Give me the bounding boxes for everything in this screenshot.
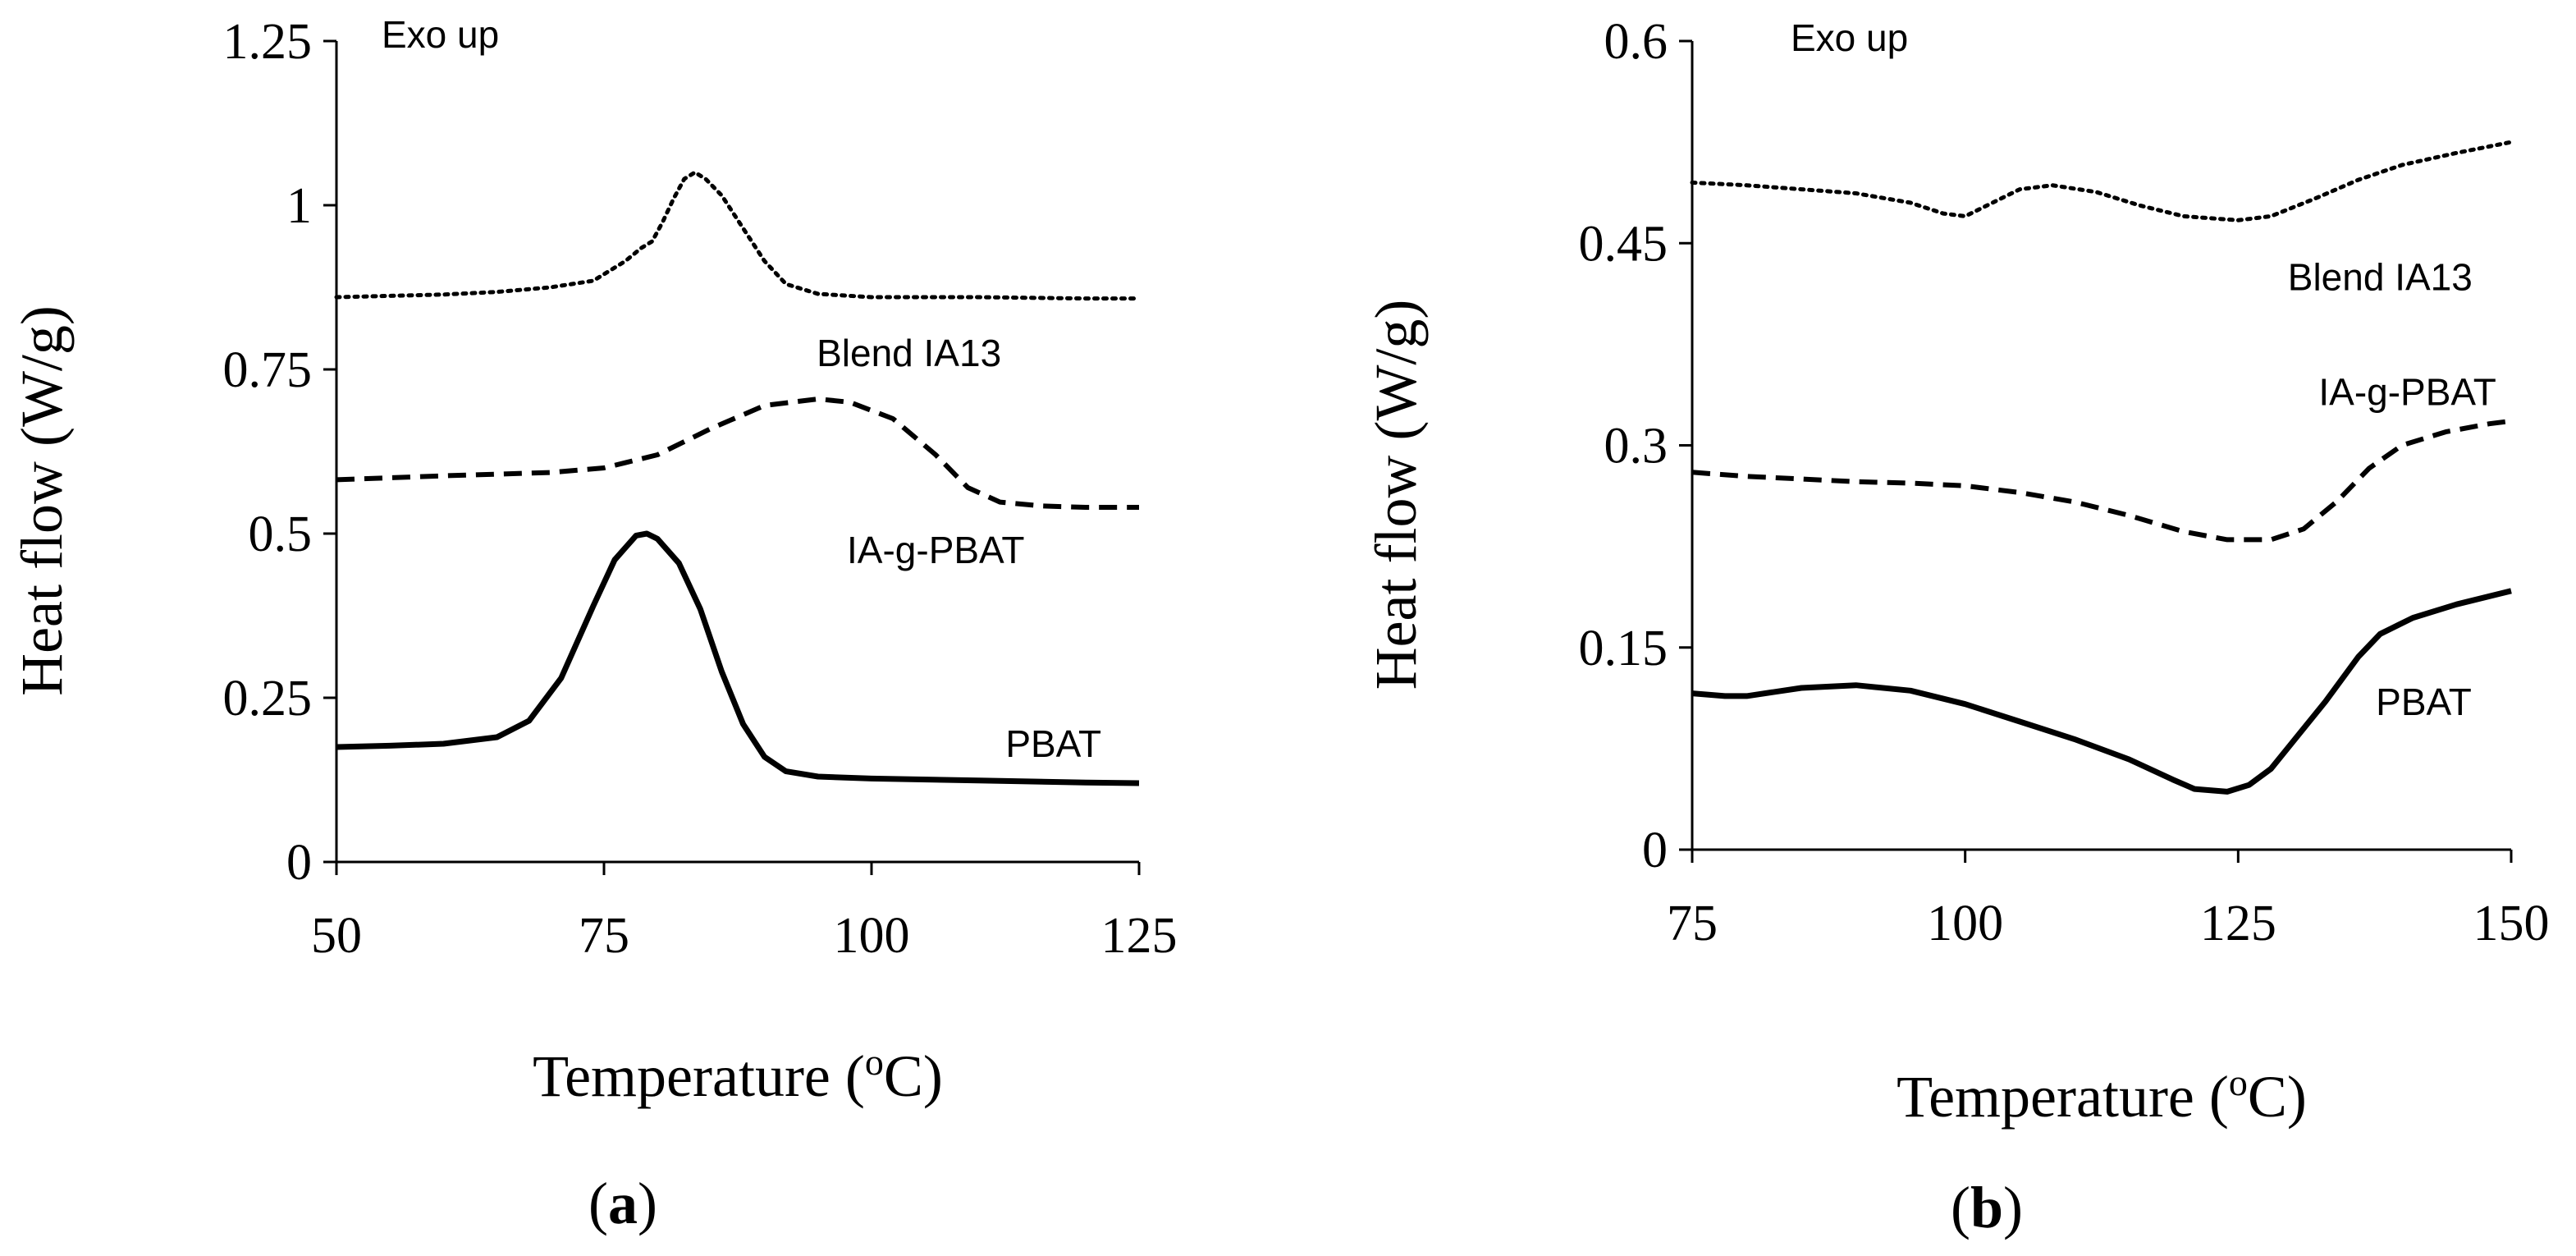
panel-b-series-label-blend-ia13: Blend IA13 <box>2288 256 2473 299</box>
panel-b-chart: 0 0.15 0.3 0.45 0.6 75 100 125 150 Heat flow (W/g… <box>1363 14 2550 1240</box>
panel-b-x-tick-label: 100 <box>1927 896 2003 951</box>
panel-a-series-line-pbat <box>336 530 1140 786</box>
panel-a-label: (a) <box>588 1171 657 1236</box>
panel-b-y-tick-label: 0.45 <box>1579 216 1668 272</box>
panel-b-y-tick-label: 0.3 <box>1604 419 1668 474</box>
panel-a-y-tick-label: 0.25 <box>223 671 313 727</box>
panel-b-x-tick-label: 75 <box>1667 896 1718 951</box>
panel-a-chart: 0 0.25 0.5 0.75 1 1.25 50 75 100 125 Heat flow (W/… <box>9 13 1178 1236</box>
panel-b-y-tick-label: 0.6 <box>1604 14 1668 70</box>
panel-a-series-line-ia-g-pbat <box>336 397 1139 510</box>
panel-a-exo-up-annotation: Exo up <box>382 13 499 56</box>
panel-a-y-tick-label: 1 <box>286 178 312 234</box>
panel-a-series-label-ia-g-pbat: IA-g-PBAT <box>847 529 1024 571</box>
panel-b-x-tick-label: 150 <box>2473 896 2550 951</box>
panel-b-series-line-blend-ia13 <box>1690 140 2514 222</box>
panel-b-x-axis-title: Temperature (oC) <box>1897 1061 2307 1130</box>
panel-b-series-label-ia-g-pbat: IA-g-PBAT <box>2318 370 2496 413</box>
panel-a-series-line-blend-ia13 <box>334 170 1142 301</box>
panel-a-y-tick-label: 0.5 <box>249 507 313 562</box>
panel-a-x-tick-label: 125 <box>1101 908 1178 964</box>
panel-b-series-line-pbat <box>1691 588 2512 795</box>
panel-b-series-label-pbat: PBAT <box>2376 681 2472 723</box>
panel-a-x-tick-label: 100 <box>834 908 910 964</box>
panel-a-y-tick-label: 1.25 <box>223 14 313 70</box>
panel-b-y-tick-label: 0.15 <box>1579 621 1668 676</box>
panel-a-x-axis-title: Temperature (oC) <box>533 1041 943 1109</box>
panel-a-series-label-blend-ia13: Blend IA13 <box>817 332 1001 374</box>
panel-b-series-line-ia-g-pbat <box>1691 418 2512 543</box>
panel-a-y-tick-label: 0.75 <box>223 342 313 398</box>
panel-b-x-tick-label: 125 <box>2200 896 2276 951</box>
panel-b-exo-up-annotation: Exo up <box>1791 16 1908 59</box>
panel-b-y-tick-label: 0 <box>1642 823 1668 878</box>
panel-a-x-tick-label: 75 <box>579 908 629 964</box>
panel-a-x-tick-label: 50 <box>311 908 362 964</box>
panel-a-y-axis-title: Heat flow (W/g) <box>9 305 75 696</box>
panel-b-label: (b) <box>1951 1175 2023 1240</box>
panel-a-y-tick-label: 0 <box>286 835 312 891</box>
panel-b-y-axis-title: Heat flow (W/g) <box>1363 300 1429 690</box>
panel-a-series-label-pbat: PBAT <box>1005 722 1101 765</box>
